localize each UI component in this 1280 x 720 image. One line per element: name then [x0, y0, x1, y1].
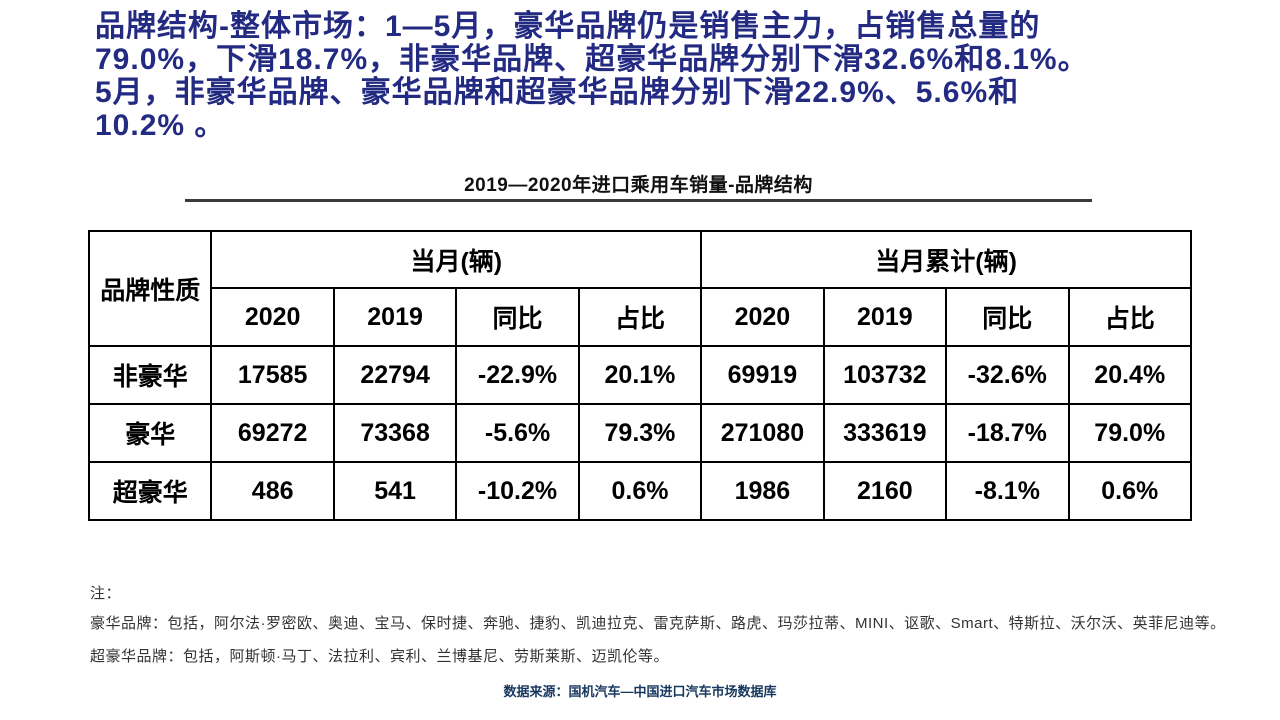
brand-structure-table-container: 品牌性质 当月(辆) 当月累计(辆) 2020 2019 同比 占比 2020 … [87, 230, 1192, 521]
headline-line: 品牌结构-整体市场：1—5月，豪华品牌仍是销售主力，占销售总量的 [95, 10, 1041, 43]
row-label: 超豪华 [87, 461, 213, 521]
headline-line: 5月，非豪华品牌、豪华品牌和超豪华品牌分别下滑22.9%、5.6%和 [95, 76, 1020, 109]
sub-header-cell: 占比 [577, 287, 703, 347]
data-cell: 79.3% [577, 403, 703, 463]
table-row: 豪华 69272 73368 -5.6% 79.3% 271080 333619… [87, 403, 1192, 463]
table-title: 2019—2020年进口乘用车销量-品牌结构 [464, 175, 813, 196]
data-cell: 79.0% [1067, 403, 1192, 463]
data-cell: -5.6% [455, 403, 580, 463]
data-cell: 69272 [210, 403, 335, 463]
data-cell: 541 [332, 461, 458, 521]
data-cell: -18.7% [945, 403, 1070, 463]
data-cell: 0.6% [1067, 461, 1192, 521]
data-cell: 69919 [700, 345, 825, 405]
data-source: 数据来源：国机汽车—中国进口汽车市场数据库 [503, 684, 777, 699]
table-title-underline [185, 199, 1092, 202]
headline-line: 10.2% 。 [95, 109, 226, 142]
brand-structure-table: 品牌性质 当月(辆) 当月累计(辆) 2020 2019 同比 占比 2020 … [87, 230, 1192, 521]
group-header-cumulative: 当月累计(辆) [700, 230, 1192, 289]
data-cell: 22794 [332, 345, 458, 405]
table-row: 非豪华 17585 22794 -22.9% 20.1% 69919 10373… [87, 345, 1192, 405]
sub-header-cell: 同比 [455, 287, 580, 347]
data-cell: 0.6% [577, 461, 703, 521]
luxury-brands-note: 豪华品牌：包括，阿尔法·罗密欧、奥迪、宝马、保时捷、奔驰、捷豹、凯迪拉克、雷克萨… [90, 615, 1226, 632]
data-cell: -22.9% [455, 345, 580, 405]
data-cell: 1986 [700, 461, 825, 521]
group-header-monthly: 当月(辆) [210, 230, 703, 289]
data-cell: 20.4% [1067, 345, 1192, 405]
table-row: 超豪华 486 541 -10.2% 0.6% 1986 2160 -8.1% … [87, 461, 1192, 521]
headline-line: 79.0%，下滑18.7%，非豪华品牌、超豪华品牌分别下滑32.6%和8.1%。 [95, 43, 1089, 76]
data-cell: 271080 [700, 403, 825, 463]
data-cell: -10.2% [455, 461, 580, 521]
data-cell: 103732 [822, 345, 948, 405]
table-header-group-row: 品牌性质 当月(辆) 当月累计(辆) [87, 230, 1192, 347]
notes-label: 注： [90, 585, 122, 602]
headline: 品牌结构-整体市场：1—5月，豪华品牌仍是销售主力，占销售总量的 79.0%，下… [95, 10, 1089, 142]
super-luxury-brands-note: 超豪华品牌：包括，阿斯顿·马丁、法拉利、宾利、兰博基尼、劳斯莱斯、迈凯伦等。 [90, 648, 669, 665]
sub-header-cell: 2020 [700, 287, 825, 347]
data-cell: -8.1% [945, 461, 1070, 521]
sub-header-cell: 占比 [1067, 287, 1192, 347]
data-cell: 73368 [332, 403, 458, 463]
data-cell: 17585 [210, 345, 335, 405]
sub-header-cell: 2020 [210, 287, 335, 347]
row-label: 豪华 [87, 403, 213, 463]
data-cell: 486 [210, 461, 335, 521]
corner-header-cell: 品牌性质 [87, 230, 213, 347]
sub-header-cell: 2019 [332, 287, 458, 347]
sub-header-cell: 同比 [945, 287, 1070, 347]
table-subheader-row: 2020 2019 同比 占比 2020 2019 同比 占比 [89, 287, 1192, 347]
row-label: 非豪华 [87, 345, 213, 405]
sub-header-cell: 2019 [822, 287, 948, 347]
data-cell: 333619 [822, 403, 948, 463]
data-cell: 20.1% [577, 345, 703, 405]
data-cell: -32.6% [945, 345, 1070, 405]
data-cell: 2160 [822, 461, 948, 521]
